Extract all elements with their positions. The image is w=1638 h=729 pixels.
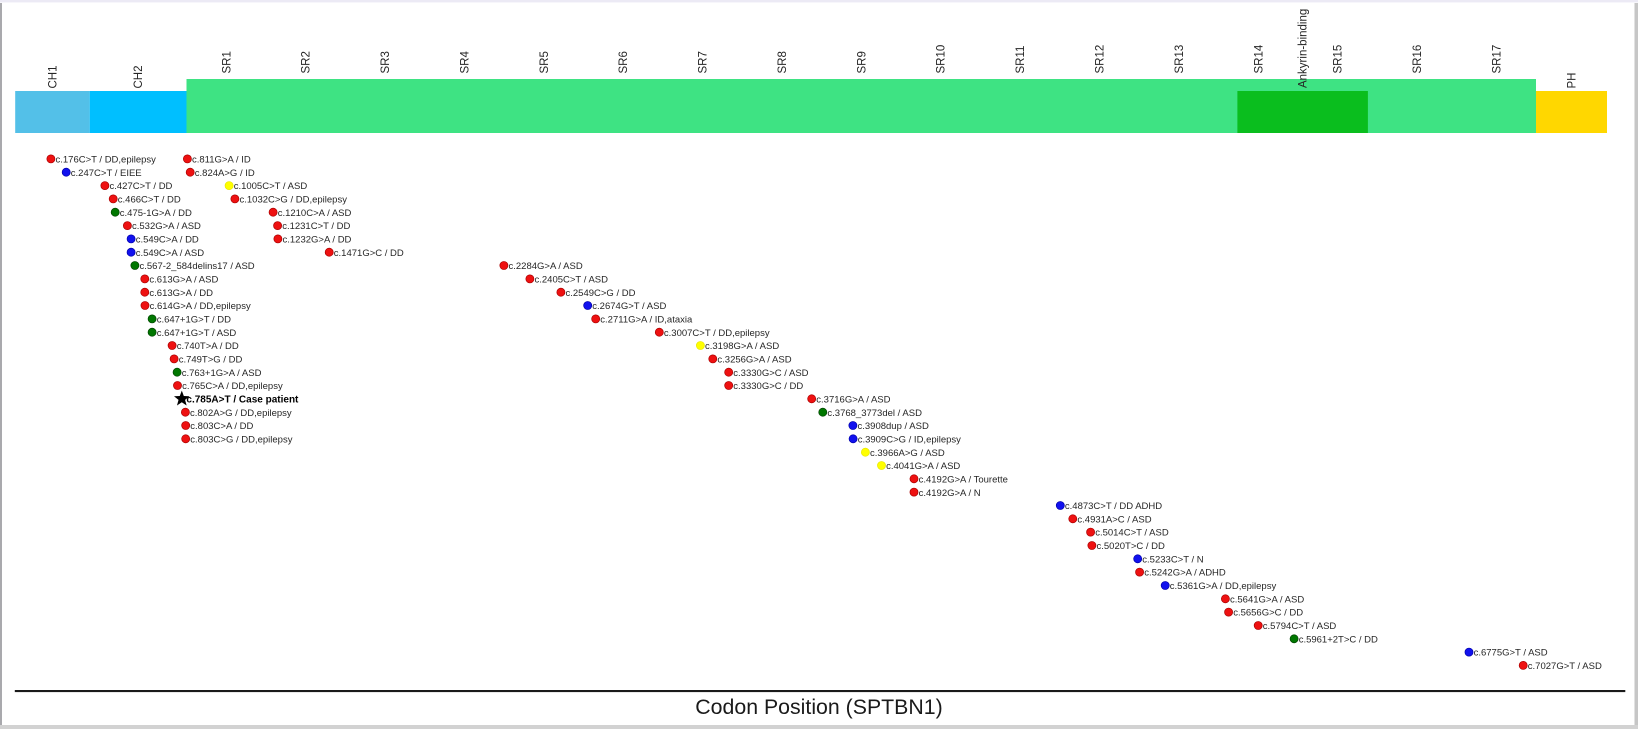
svg-text:c.6775G>T / ASD: c.6775G>T / ASD [1474,648,1548,659]
svg-text:c.247C>T / EIEE: c.247C>T / EIEE [71,168,142,179]
svg-text:CH2: CH2 [133,65,145,88]
svg-text:c.549C>A / DD: c.549C>A / DD [136,235,199,246]
svg-text:c.3007C>T / DD,epilepsy: c.3007C>T / DD,epilepsy [664,328,770,339]
svg-text:SR15: SR15 [1333,45,1345,74]
svg-text:c.5361G>A / DD,epilepsy: c.5361G>A / DD,epilepsy [1170,581,1277,592]
svg-text:c.7027G>T / ASD: c.7027G>T / ASD [1528,661,1602,672]
svg-text:SR8: SR8 [777,51,789,73]
svg-text:c.5020T>C / DD: c.5020T>C / DD [1097,541,1166,552]
svg-text:c.740T>A / DD: c.740T>A / DD [177,341,239,352]
svg-text:c.1231C>T / DD: c.1231C>T / DD [282,221,350,232]
svg-text:c.5233C>T / N: c.5233C>T / N [1142,554,1203,565]
svg-text:c.2284G>A / ASD: c.2284G>A / ASD [509,261,583,272]
svg-text:SR7: SR7 [698,51,710,73]
svg-text:c.3256G>A / ASD: c.3256G>A / ASD [717,355,791,366]
svg-text:c.803C>A / DD: c.803C>A / DD [190,421,253,432]
svg-text:c.5641G>A / ASD: c.5641G>A / ASD [1230,594,1304,605]
svg-text:c.1032C>G / DD,epilepsy: c.1032C>G / DD,epilepsy [240,195,348,206]
svg-text:c.532G>A / ASD: c.532G>A / ASD [132,221,201,232]
svg-text:PH: PH [1567,73,1579,89]
svg-text:c.1232G>A / DD: c.1232G>A / DD [283,235,352,246]
svg-text:SR14: SR14 [1253,44,1265,73]
svg-text:c.567-2_584delins17 / ASD: c.567-2_584delins17 / ASD [140,261,255,272]
svg-text:SR1: SR1 [221,51,233,73]
svg-text:c.176C>T / DD,epilepsy: c.176C>T / DD,epilepsy [56,155,157,166]
svg-text:c.4192G>A / N: c.4192G>A / N [919,488,981,499]
svg-text:c.1210C>A / ASD: c.1210C>A / ASD [278,208,352,219]
svg-text:c.466C>T / DD: c.466C>T / DD [118,195,181,206]
svg-text:c.5656G>C / DD: c.5656G>C / DD [1233,608,1303,619]
svg-text:SR11: SR11 [1015,46,1027,74]
svg-text:c.5014C>T / ASD: c.5014C>T / ASD [1095,528,1169,539]
svg-text:SR16: SR16 [1412,45,1424,74]
svg-text:Codon Position (SPTBN1): Codon Position (SPTBN1) [695,695,942,719]
svg-text:c.5794C>T / ASD: c.5794C>T / ASD [1263,621,1337,632]
svg-text:c.647+1G>T / ASD: c.647+1G>T / ASD [157,328,237,339]
svg-text:c.475-1G>A / DD: c.475-1G>A / DD [120,208,192,219]
svg-text:c.3966A>G / ASD: c.3966A>G / ASD [870,448,945,459]
svg-text:c.4192G>A / Tourette: c.4192G>A / Tourette [919,474,1008,485]
svg-text:Ankyrin-binding: Ankyrin-binding [1298,9,1310,88]
svg-text:c.2711G>A / ID,ataxia: c.2711G>A / ID,ataxia [600,315,693,326]
svg-text:SR6: SR6 [618,51,630,73]
svg-text:SR4: SR4 [459,51,471,74]
svg-text:SR10: SR10 [936,45,948,74]
svg-text:c.549C>A / ASD: c.549C>A / ASD [136,248,205,259]
svg-text:SR2: SR2 [301,51,313,73]
svg-text:c.2674G>T / ASD: c.2674G>T / ASD [592,301,666,312]
svg-text:SR9: SR9 [856,51,868,73]
svg-text:c.4931A>C / ASD: c.4931A>C / ASD [1077,514,1151,525]
svg-text:c.811G>A / ID: c.811G>A / ID [192,155,251,166]
svg-text:c.3330G>C / ASD: c.3330G>C / ASD [733,368,808,379]
svg-text:c.803C>G / DD,epilepsy: c.803C>G / DD,epilepsy [190,434,292,445]
svg-text:c.613G>A / ASD: c.613G>A / ASD [149,275,218,286]
svg-text:c.1471G>C / DD: c.1471G>C / DD [334,248,404,259]
svg-text:c.749T>G / DD: c.749T>G / DD [179,355,243,366]
svg-text:c.3908dup / ASD: c.3908dup / ASD [858,421,929,432]
svg-text:c.5961+2T>C / DD: c.5961+2T>C / DD [1299,634,1378,645]
svg-text:SR13: SR13 [1174,45,1186,74]
svg-text:c.3768_3773del / ASD: c.3768_3773del / ASD [827,408,922,419]
svg-text:c.613G>A / DD: c.613G>A / DD [149,288,213,299]
svg-text:SR12: SR12 [1095,45,1107,74]
svg-text:c.4873C>T / DD ADHD: c.4873C>T / DD ADHD [1065,501,1162,512]
svg-text:c.614G>A / DD,epilepsy: c.614G>A / DD,epilepsy [150,301,251,312]
svg-text:c.4041G>A / ASD: c.4041G>A / ASD [886,461,960,472]
svg-text:SR17: SR17 [1491,45,1503,74]
svg-text:c.763+1G>A / ASD: c.763+1G>A / ASD [182,368,262,379]
svg-text:SR3: SR3 [380,51,392,73]
svg-text:c.785A>T / Case patient: c.785A>T / Case patient [186,394,299,405]
svg-text:c.802A>G / DD,epilepsy: c.802A>G / DD,epilepsy [190,408,292,419]
svg-text:CH1: CH1 [47,65,59,88]
svg-text:c.3716G>A / ASD: c.3716G>A / ASD [816,394,890,405]
svg-text:c.3909C>G / ID,epilepsy: c.3909C>G / ID,epilepsy [858,434,961,445]
svg-text:c.2549C>G / DD: c.2549C>G / DD [566,288,636,299]
svg-text:c.1005C>T / ASD: c.1005C>T / ASD [234,181,308,192]
svg-text:c.5242G>A / ADHD: c.5242G>A / ADHD [1144,568,1226,579]
svg-text:c.765C>A / DD,epilepsy: c.765C>A / DD,epilepsy [182,381,283,392]
svg-text:c.824A>G / ID: c.824A>G / ID [195,168,255,179]
svg-text:c.3198G>A / ASD: c.3198G>A / ASD [705,341,779,352]
svg-text:c.647+1G>T / DD: c.647+1G>T / DD [157,315,231,326]
svg-text:c.3330G>C / DD: c.3330G>C / DD [733,381,803,392]
svg-text:c.427C>T / DD: c.427C>T / DD [110,181,173,192]
svg-text:c.2405C>T / ASD: c.2405C>T / ASD [535,275,609,286]
svg-text:SR5: SR5 [539,51,551,73]
